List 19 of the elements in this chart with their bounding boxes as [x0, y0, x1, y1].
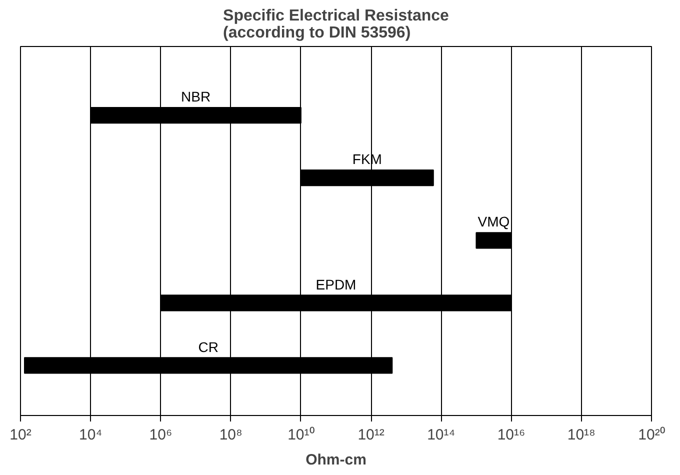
- x-tick-label: 10¹⁰: [288, 426, 314, 444]
- chart-title: Specific Electrical Resistance (according to DIN 53596): [223, 8, 450, 42]
- x-tick-label: 10⁴: [79, 426, 102, 444]
- y-tick-label: NBR: [181, 88, 211, 105]
- x-tick-label: 10⁸: [219, 426, 242, 444]
- y-tick-label: VMQ: [478, 214, 510, 230]
- bar: [300, 170, 434, 186]
- y-tick-label: EPDM: [316, 276, 356, 292]
- x-tick-label: 10²: [10, 426, 32, 444]
- x-tick-label: 10¹⁶: [497, 426, 526, 444]
- bar: [476, 232, 512, 249]
- x-tick-label: 10¹⁸: [567, 426, 596, 444]
- x-tick-label: 10⁶: [149, 426, 172, 444]
- bar: [160, 294, 512, 312]
- x-axis-title: Ohm-cm: [306, 452, 366, 468]
- x-tick-label: 10¹⁴: [427, 426, 456, 444]
- x-tick-label: 10²⁰: [638, 426, 665, 444]
- y-tick-label: CR: [198, 338, 218, 355]
- x-tick-label: 10¹²: [358, 426, 384, 444]
